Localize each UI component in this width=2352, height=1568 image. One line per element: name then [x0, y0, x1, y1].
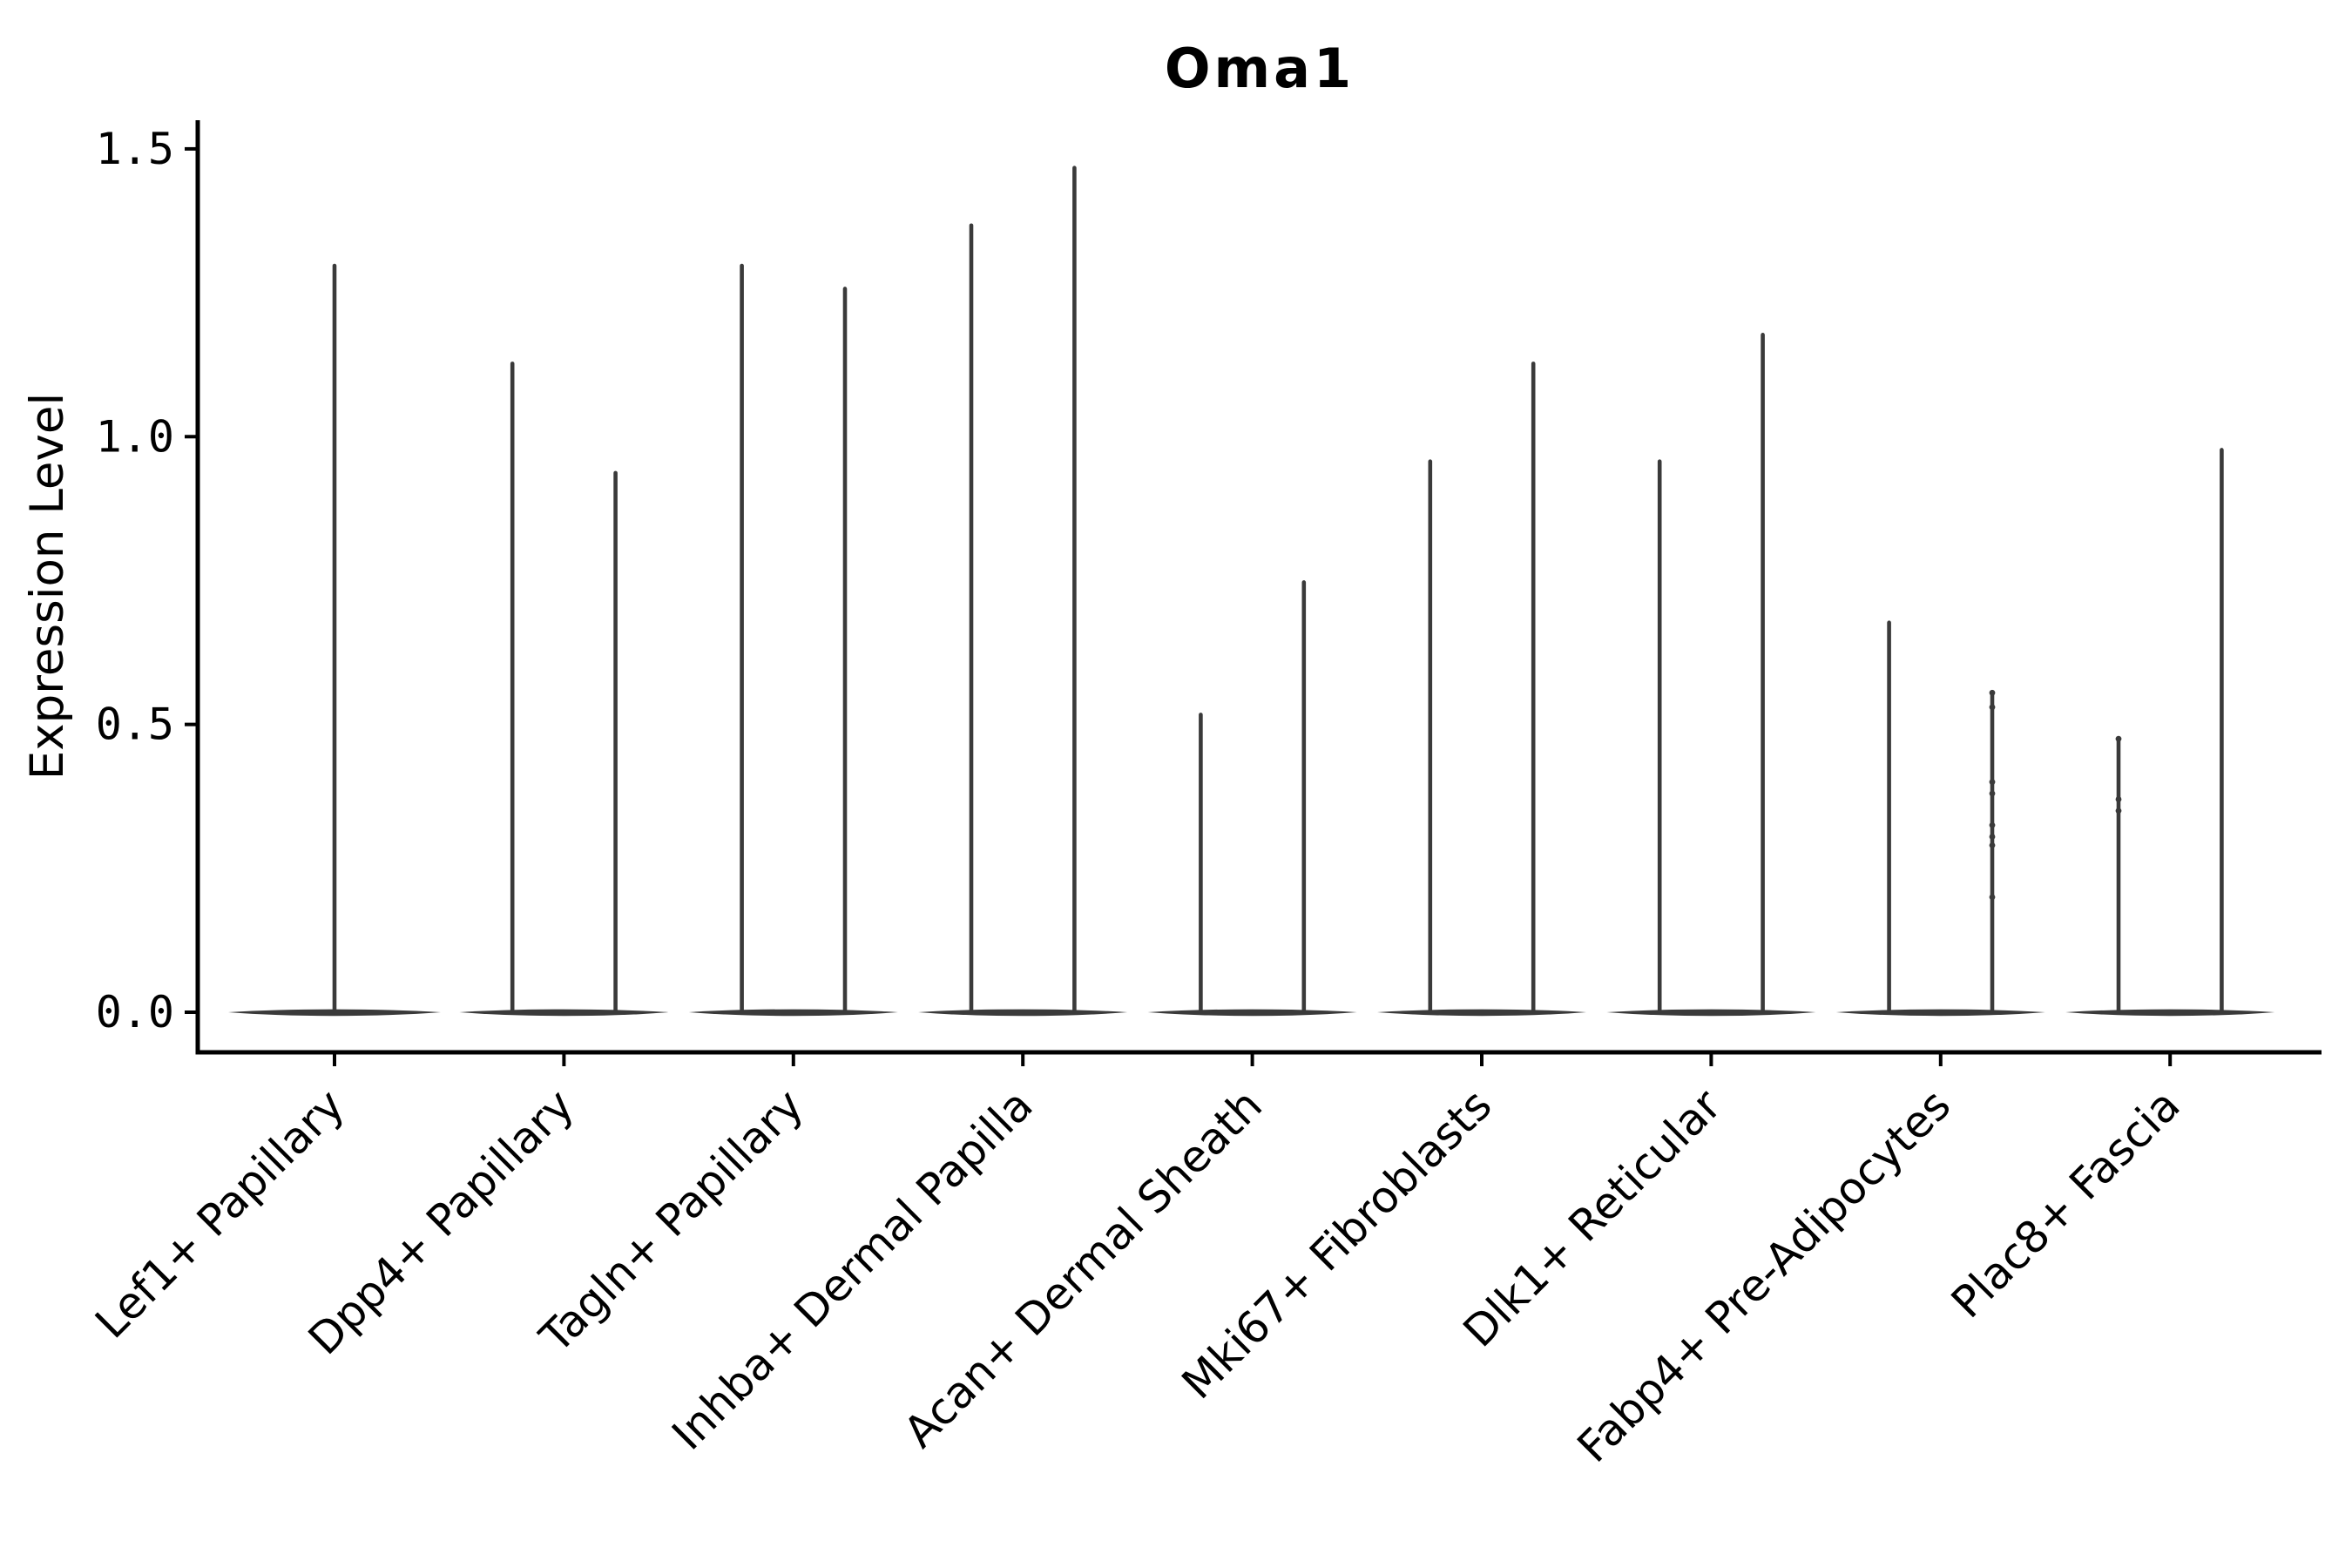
- violin-base: [1835, 1009, 2045, 1017]
- violin-group: [688, 263, 898, 1017]
- violin-group: [2065, 448, 2275, 1017]
- jitter-point: [2115, 735, 2122, 742]
- violin-group: [228, 263, 441, 1017]
- violin-group: [918, 166, 1128, 1017]
- violin-group: [1377, 362, 1586, 1017]
- jitter-point: [1989, 894, 1996, 901]
- violin-group: [1606, 333, 1816, 1017]
- violin-base: [1606, 1009, 1816, 1017]
- violin-base: [1377, 1009, 1586, 1017]
- violin-base: [2065, 1009, 2275, 1017]
- jitter-point: [2115, 796, 2122, 802]
- y-tick-label: 0.5: [96, 700, 174, 750]
- y-tick-label: 1.5: [96, 124, 174, 174]
- y-tick-label: 0.0: [96, 987, 174, 1037]
- jitter-point: [1989, 689, 1996, 696]
- violin-base: [918, 1009, 1128, 1017]
- x-tick-label: Plac8+ Fascia: [1942, 1079, 2190, 1328]
- violin-group: [1147, 580, 1357, 1017]
- jitter-point: [1989, 834, 1996, 840]
- violin-group: [459, 362, 669, 1017]
- x-tick-label: Fabp4+ Pre-Adipocytes: [1568, 1079, 1961, 1472]
- jitter-point: [1989, 790, 1996, 797]
- violin-base: [228, 1009, 441, 1017]
- jitter-point: [1989, 779, 1996, 786]
- jitter-point: [1989, 821, 1996, 828]
- violin-group: [1835, 620, 2045, 1017]
- y-tick-label: 1.0: [96, 411, 174, 462]
- jitter-point: [1989, 841, 1996, 848]
- y-axis-label: Expression Level: [21, 393, 74, 780]
- violin-layer: [228, 166, 2275, 1017]
- jitter-point: [2115, 808, 2122, 814]
- violin-base: [1147, 1009, 1357, 1017]
- jitter-point: [1989, 704, 1996, 711]
- x-tick-label: Lef1+ Papillary: [85, 1079, 354, 1348]
- chart-title: Oma1: [1165, 37, 1355, 100]
- violin-base: [688, 1009, 898, 1017]
- violin-base: [459, 1009, 669, 1017]
